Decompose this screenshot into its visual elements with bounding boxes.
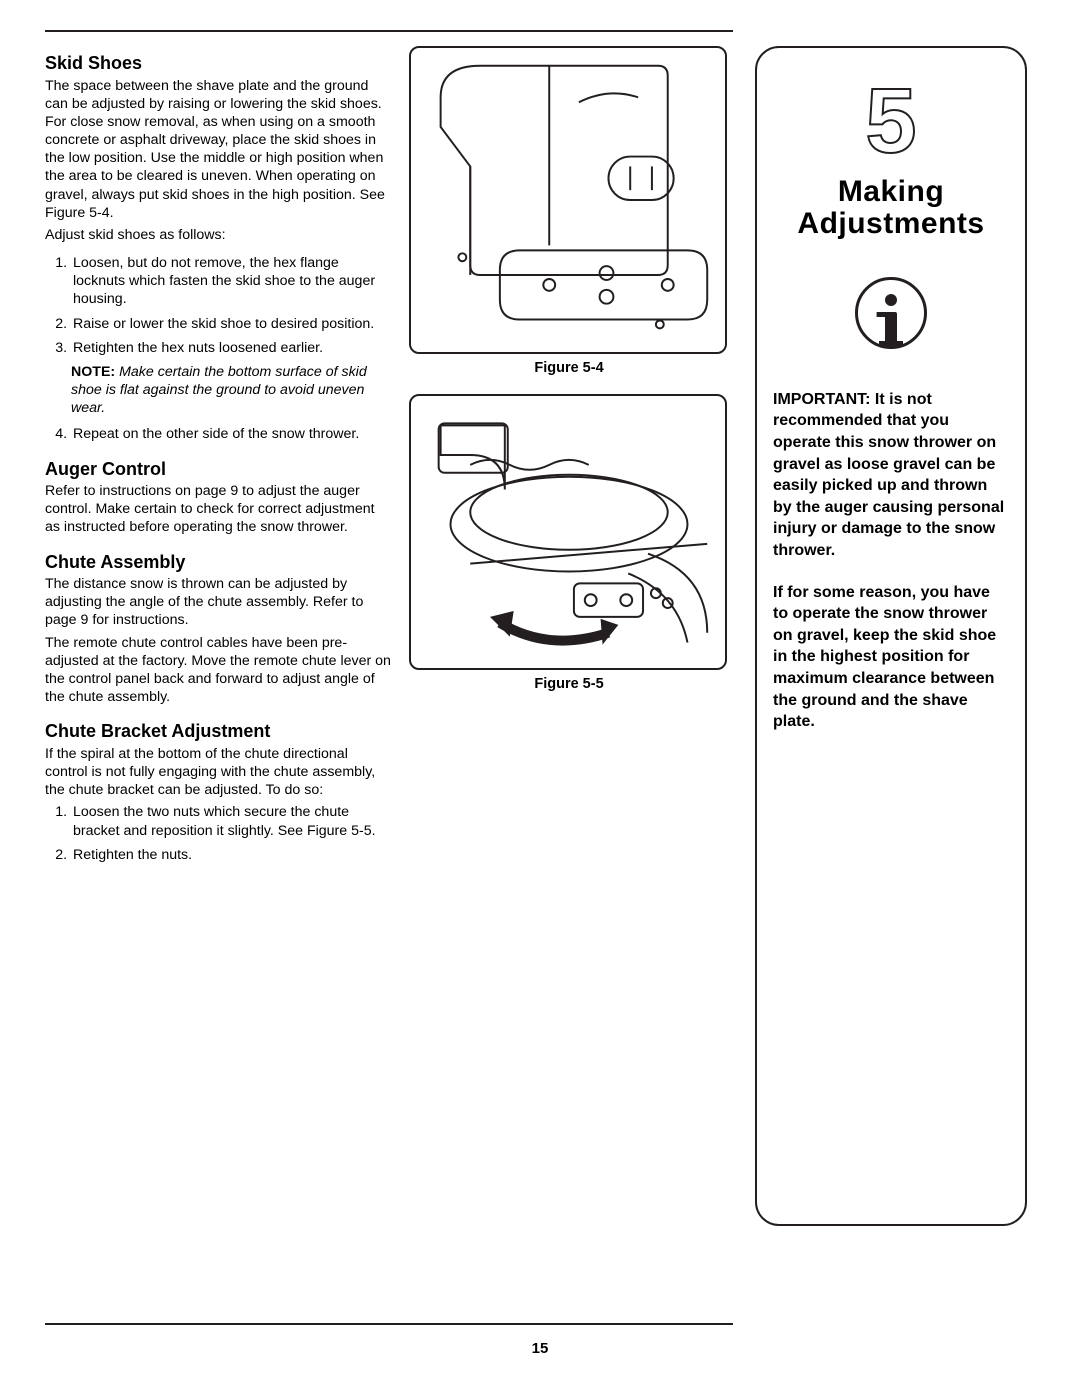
sidebar-gravel-para: If for some reason, you have to operate … xyxy=(773,582,1009,733)
figure-5-4-caption: Figure 5-4 xyxy=(409,360,729,376)
chute-assembly-para1: The distance snow is thrown can be adjus… xyxy=(45,575,391,630)
list-item: Loosen the two nuts which secure the chu… xyxy=(71,803,391,839)
heading-skid-shoes: Skid Shoes xyxy=(45,52,391,75)
sidebar-title-line1: Making xyxy=(838,175,944,208)
page-number: 15 xyxy=(532,1340,549,1357)
skid-shoes-steps-cont: Repeat on the other side of the snow thr… xyxy=(45,425,391,443)
chute-bracket-steps: Loosen the two nuts which secure the chu… xyxy=(45,803,391,864)
skid-shoes-para1: The space between the shave plate and th… xyxy=(45,77,391,222)
figure-5-4-box xyxy=(409,46,727,354)
figure-column: Figure 5-4 xyxy=(409,46,729,1226)
manual-page: Skid Shoes The space between the shave p… xyxy=(0,0,1080,1397)
figure-5-5-box xyxy=(409,394,727,670)
chute-assembly-para2: The remote chute control cables have bee… xyxy=(45,634,391,707)
text-column: Skid Shoes The space between the shave p… xyxy=(45,46,391,1226)
skid-shoes-para2: Adjust skid shoes as follows: xyxy=(45,226,391,244)
skid-shoes-steps: Loosen, but do not remove, the hex flang… xyxy=(45,254,391,357)
info-icon-stem xyxy=(885,312,897,342)
auger-control-para: Refer to instructions on page 9 to adjus… xyxy=(45,482,391,537)
chute-bracket-illustration xyxy=(411,394,725,670)
sidebar-box: 5 Making Adjustments IMPORTANT: It is no… xyxy=(755,46,1027,1226)
list-item: Repeat on the other side of the snow thr… xyxy=(71,425,391,443)
heading-chute-bracket: Chute Bracket Adjustment xyxy=(45,720,391,743)
figure-5-4: Figure 5-4 xyxy=(409,46,729,376)
heading-auger-control: Auger Control xyxy=(45,458,391,481)
sidebar-column: 5 Making Adjustments IMPORTANT: It is no… xyxy=(755,46,1045,1226)
svg-text:5: 5 xyxy=(865,74,916,172)
content-columns: Skid Shoes The space between the shave p… xyxy=(45,46,1050,1226)
list-item: Loosen, but do not remove, the hex flang… xyxy=(71,254,391,309)
sidebar-title-line2: Adjustments xyxy=(797,207,984,240)
skid-shoes-note: NOTE: Make certain the bottom surface of… xyxy=(45,363,391,418)
skid-shoe-illustration xyxy=(411,46,725,354)
sidebar-title: Making Adjustments xyxy=(773,176,1009,241)
note-label: NOTE: xyxy=(71,364,115,380)
info-icon-dot xyxy=(885,294,897,306)
sidebar-important-para: IMPORTANT: It is not recommended that yo… xyxy=(773,389,1009,562)
list-item: Retighten the nuts. xyxy=(71,846,391,864)
chute-bracket-para: If the spiral at the bottom of the chute… xyxy=(45,745,391,800)
chapter-number: 5 xyxy=(773,74,1009,172)
chapter-number-glyph: 5 xyxy=(846,74,936,172)
figure-5-5-caption: Figure 5-5 xyxy=(409,676,729,692)
top-rule xyxy=(45,30,733,32)
list-item: Raise or lower the skid shoe to desired … xyxy=(71,315,391,333)
info-icon xyxy=(855,277,927,349)
note-body: Make certain the bottom surface of skid … xyxy=(71,364,367,416)
list-item: Retighten the hex nuts loosened earlier. xyxy=(71,339,391,357)
heading-chute-assembly: Chute Assembly xyxy=(45,551,391,574)
info-icon-foot xyxy=(879,341,903,346)
figure-5-5: Figure 5-5 xyxy=(409,394,729,692)
bottom-rule xyxy=(45,1323,733,1325)
